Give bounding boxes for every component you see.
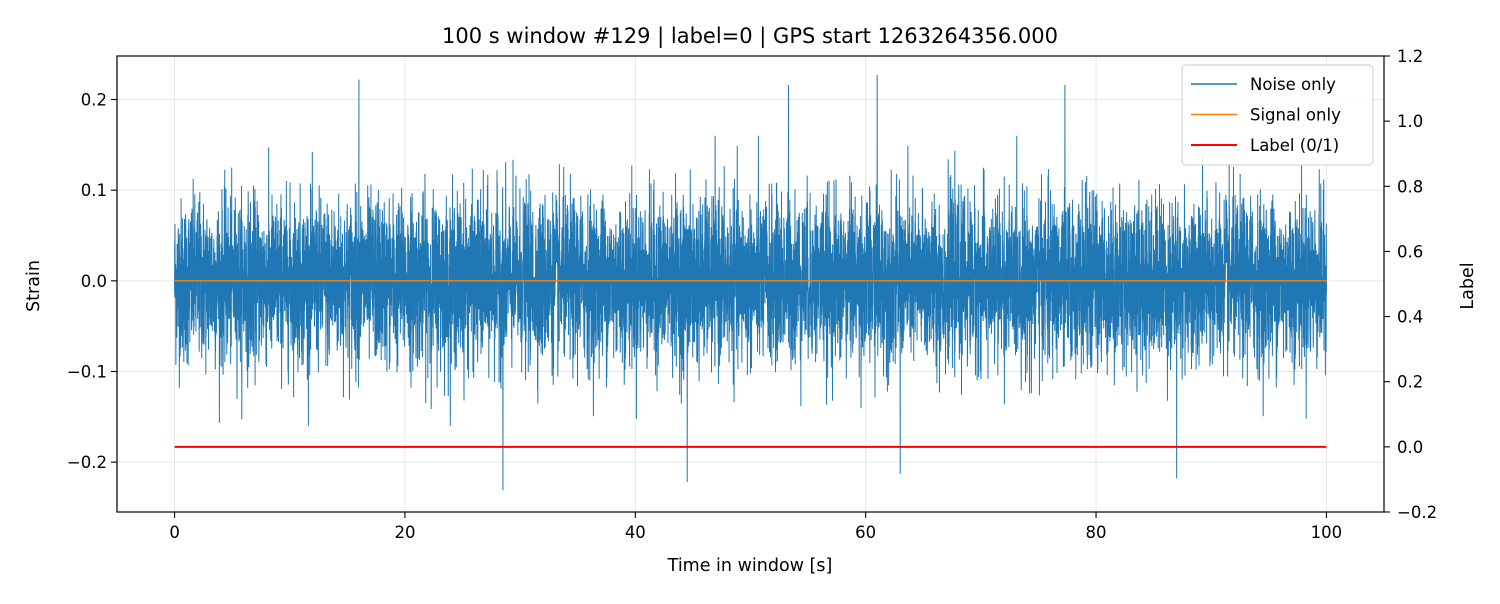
x-tick-label: 80	[1086, 523, 1107, 542]
legend: Noise only Signal only Label (0/1)	[1181, 64, 1374, 166]
x-tick-label: 0	[169, 523, 180, 542]
y2-tick-label: −0.2	[1397, 503, 1437, 522]
chart-title: 100 s window #129 | label=0 | GPS start …	[442, 24, 1058, 49]
x-tick-label: 100	[1311, 523, 1343, 542]
y-axis-label: Strain	[24, 260, 44, 312]
y2-tick-label: 0.0	[1397, 438, 1423, 457]
x-axis-label: Time in window [s]	[667, 556, 833, 576]
legend-label: Signal only	[1250, 106, 1341, 125]
y-tick-label: −0.2	[67, 453, 107, 472]
legend-label: Noise only	[1250, 75, 1336, 94]
y2-tick-label: 0.6	[1397, 242, 1423, 261]
axis-layer: 0 20 40 60 80 100 −0.2 −0.1 0.0 0.1 0.2 −0.2 0.0 0.2 0…	[67, 47, 1437, 542]
y2-tick-label: 1.0	[1397, 112, 1423, 131]
y2-tick-label: 0.2	[1397, 373, 1423, 392]
y2-axis-label: Label	[1458, 262, 1478, 309]
y2-tick-label: 1.2	[1397, 47, 1423, 66]
x-tick-label: 20	[394, 523, 415, 542]
y-tick-label: 0.1	[81, 181, 107, 200]
legend-box	[1181, 64, 1374, 166]
plot-frame	[116, 55, 1385, 513]
y2-tick-label: 0.8	[1397, 177, 1423, 196]
legend-label: Label (0/1)	[1250, 136, 1339, 155]
y-tick-label: −0.1	[67, 362, 107, 381]
y2-tick-label: 0.4	[1397, 308, 1423, 327]
data-layer	[174, 75, 1327, 491]
noise-only-line	[174, 75, 1327, 491]
x-tick-label: 40	[625, 523, 646, 542]
y-tick-label: 0.2	[81, 91, 107, 110]
y-tick-label: 0.0	[81, 272, 107, 291]
x-tick-label: 60	[855, 523, 876, 542]
